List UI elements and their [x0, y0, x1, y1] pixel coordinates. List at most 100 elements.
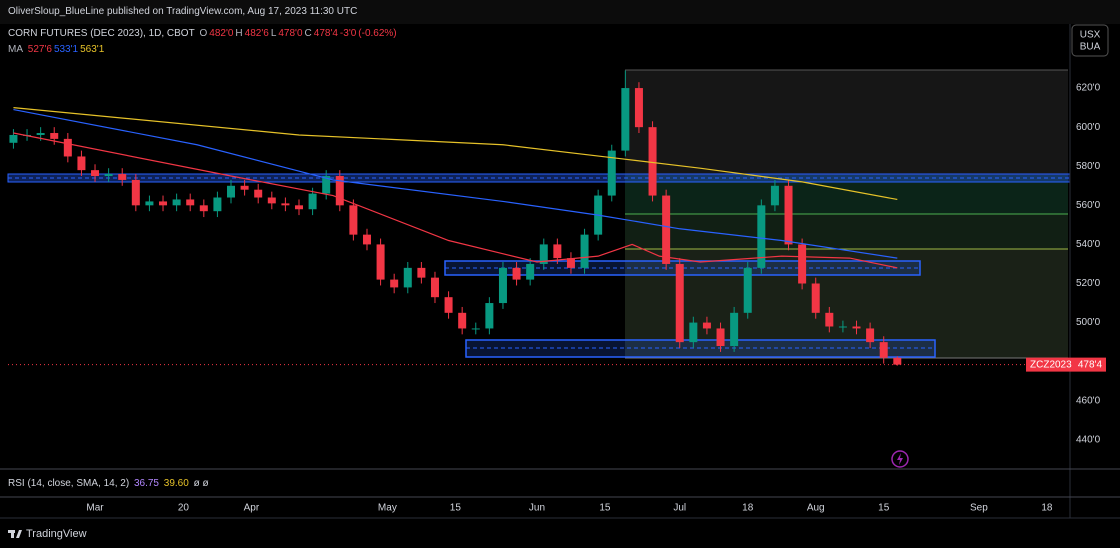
- candle-body: [322, 176, 331, 194]
- candle-body: [852, 326, 861, 329]
- ohlc-key: H: [235, 28, 243, 39]
- candle-body: [458, 312, 467, 329]
- ma-row: MA 527'6 533'1 563'1: [8, 44, 106, 55]
- candle-body: [539, 244, 548, 264]
- candle-body: [689, 322, 698, 343]
- rsi-row: RSI (14, close, SMA, 14, 2) 36.75 39.60 …: [8, 478, 211, 489]
- y-tick-label: 460'0: [1076, 395, 1101, 406]
- moving-average: [13, 107, 898, 201]
- fib-zone: [625, 214, 1068, 249]
- candle-body: [770, 185, 779, 206]
- candle-body: [553, 244, 562, 259]
- ohlc-value: 482'6: [244, 28, 269, 39]
- candle-body: [485, 303, 494, 329]
- candle-body: [227, 185, 236, 198]
- candle-body: [104, 174, 113, 177]
- candle-body: [9, 134, 18, 143]
- ma-label: MA: [8, 44, 23, 55]
- ohlc-value: 482'0: [209, 28, 234, 39]
- candle-body: [240, 185, 249, 190]
- y-tick-label: 560'0: [1076, 200, 1101, 211]
- ma-value: 533'1: [53, 44, 79, 55]
- x-tick-label: Apr: [244, 503, 260, 514]
- candle-body: [294, 205, 303, 210]
- x-tick-label: 20: [178, 503, 190, 514]
- candle-body: [784, 185, 793, 245]
- candle-body: [621, 88, 630, 151]
- y-tick-label: 520'0: [1076, 278, 1101, 289]
- fib-zone: [625, 70, 1068, 175]
- event-icon[interactable]: [891, 450, 909, 468]
- logo: [8, 530, 22, 538]
- candle-body: [498, 267, 507, 304]
- candle-body: [349, 205, 358, 235]
- candle-body: [145, 201, 154, 206]
- candle-body: [254, 189, 263, 198]
- candle-body: [213, 197, 222, 212]
- y-tick-label: 620'0: [1076, 83, 1101, 94]
- brand: TradingView: [26, 528, 87, 540]
- change-pct: (-0.62%): [358, 28, 397, 39]
- ohlc-value: 478'0: [278, 28, 303, 39]
- zone: [7, 173, 1071, 183]
- x-tick-label: Aug: [807, 503, 825, 514]
- candle-body: [648, 127, 657, 196]
- rsi-label: RSI (14, close, SMA, 14, 2): [8, 478, 130, 489]
- candle-body: [866, 328, 875, 343]
- candle-body: [580, 234, 589, 268]
- candle-body: [757, 205, 766, 268]
- candle-body: [63, 138, 72, 157]
- candle-body: [118, 174, 127, 180]
- candle-body: [159, 201, 168, 206]
- top-bar: [0, 0, 1120, 24]
- candle-body: [77, 156, 86, 171]
- publisher: OliverSloup_BlueLine published on Tradin…: [8, 6, 358, 17]
- candle-body: [281, 203, 290, 206]
- candle-body: [335, 176, 344, 206]
- y-tick-label: 580'0: [1076, 161, 1101, 172]
- ohlc-key: C: [304, 28, 312, 39]
- y-tick-label: 600'0: [1076, 122, 1101, 133]
- candle-body: [131, 179, 140, 206]
- event-icon: [897, 453, 903, 465]
- ohlc-value: 478'4: [313, 28, 338, 39]
- candle-body: [893, 357, 902, 365]
- ohlc-key: L: [270, 28, 277, 39]
- x-tick-label: 15: [599, 503, 611, 514]
- ohlc-key: O: [199, 28, 208, 39]
- candle-body: [526, 263, 535, 280]
- x-tick-label: 18: [742, 503, 754, 514]
- candle-body: [50, 133, 59, 139]
- candle-body: [825, 312, 834, 327]
- candle-body: [390, 279, 399, 288]
- candle-body: [566, 258, 575, 268]
- candle-body: [308, 193, 317, 210]
- x-tick-label: 18: [1041, 503, 1053, 514]
- candle-body: [417, 267, 426, 278]
- currency-box[interactable]: [1071, 24, 1109, 57]
- candle-body: [702, 322, 711, 329]
- candle-body: [172, 199, 181, 206]
- moving-average: [13, 108, 898, 259]
- candle-body: [675, 263, 684, 343]
- candle-body: [36, 133, 45, 135]
- candle-body: [267, 197, 276, 204]
- candle-body: [662, 195, 671, 264]
- ma-value: 563'1: [80, 44, 105, 55]
- candle-body: [403, 267, 412, 288]
- candle-body: [362, 234, 371, 245]
- candle-body: [607, 150, 616, 196]
- candle-body: [376, 244, 385, 280]
- currency: USX: [1080, 30, 1101, 41]
- symbol: CORN FUTURES (DEC 2023), 1D, CBOT: [8, 28, 195, 39]
- rsi-extra: ø ø: [193, 478, 209, 489]
- x-tick-label: Mar: [86, 503, 104, 514]
- x-tick-label: 15: [450, 503, 462, 514]
- candle-body: [838, 326, 847, 328]
- y-tick-label: 540'0: [1076, 239, 1101, 250]
- candle-body: [91, 170, 100, 177]
- candle-body: [444, 297, 453, 313]
- candle-body: [716, 328, 725, 347]
- x-tick-label: Jul: [673, 503, 686, 514]
